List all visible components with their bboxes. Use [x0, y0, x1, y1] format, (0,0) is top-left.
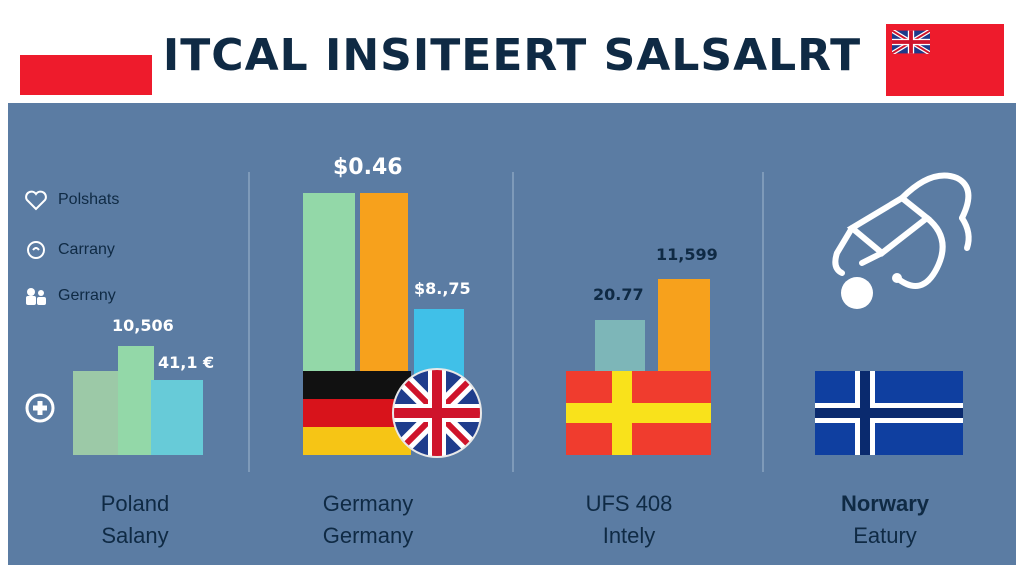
legend-item: Gerrany [24, 284, 116, 308]
footer-line: Eatury [853, 523, 917, 548]
data-label: $8.,75 [414, 279, 471, 298]
legend-label: Carrany [58, 241, 115, 258]
page-title: ITCAL INSITEERT SALSALRT [162, 30, 862, 81]
plus-icon [25, 393, 55, 423]
data-label: 41,1 € [158, 353, 215, 372]
footer-line: UFS 408 [585, 491, 673, 516]
norway-flag-icon [815, 371, 963, 455]
chart-bar [595, 320, 645, 375]
column-divider [248, 172, 250, 472]
group-footer: Germany Germany [253, 488, 483, 552]
uk-flag-icon [892, 30, 930, 54]
flag-icon [566, 371, 711, 455]
legend-label: Gerrany [58, 287, 116, 304]
footer-line: Intely [602, 523, 656, 548]
footer-line: Germany [322, 491, 414, 516]
legend-item: Carrany [24, 238, 115, 262]
group-footer: Poland Salany [20, 488, 250, 552]
footer-line: Norwary [840, 491, 930, 516]
chart-bar [360, 193, 408, 383]
column-divider [512, 172, 514, 472]
column-divider [762, 172, 764, 472]
data-label: 11,599 [656, 245, 718, 264]
heart-icon [24, 188, 48, 212]
data-label: 10,506 [112, 316, 174, 335]
people-icon [24, 284, 48, 308]
red-banner-left [20, 55, 152, 95]
footer-line: Salany [101, 523, 169, 548]
stethoscope-icon [832, 172, 972, 309]
group-footer: Norwary Eatury [770, 488, 1000, 552]
uk-flag-icon [392, 368, 482, 458]
chart-bar [118, 346, 154, 455]
chart-bar [303, 193, 355, 383]
legend-label: Polshats [58, 191, 120, 208]
chart-bar [658, 279, 710, 375]
chart-bar [151, 380, 203, 455]
group-footer: UFS 408 Intely [514, 488, 744, 552]
footer-line: Poland [100, 491, 170, 516]
chart-bar [73, 371, 121, 455]
data-label: 20.77 [593, 285, 644, 304]
data-label: $0.46 [333, 155, 403, 180]
coin-icon [24, 238, 48, 262]
footer-line: Germany [322, 523, 414, 548]
legend-item: Polshats [24, 188, 119, 212]
